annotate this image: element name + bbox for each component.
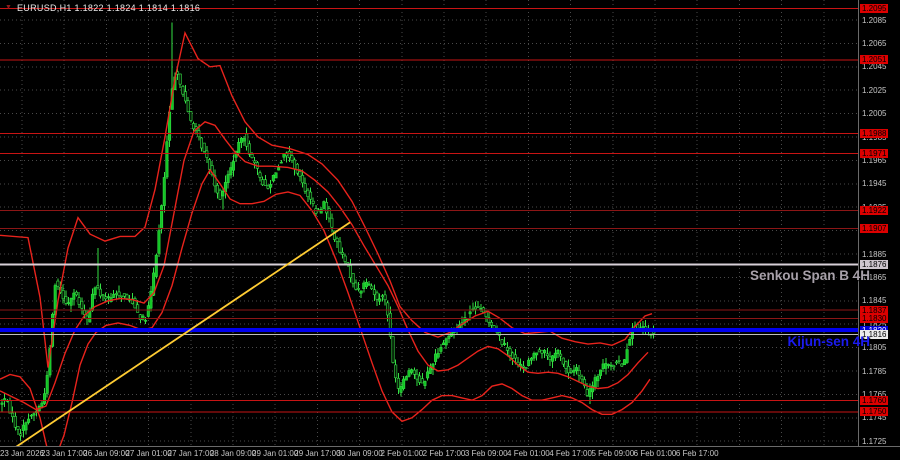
time-tick-label: 27 Jan 17:00	[167, 449, 214, 458]
chart-title-ohlc-readout: EURUSD,H1 1.1822 1.1824 1.1814 1.1816	[17, 3, 201, 13]
price-line-label-1.1837[interactable]: 1.1837	[860, 305, 889, 315]
price-tick-label: 1.1885	[862, 249, 887, 259]
price-tick-label: 1.2085	[862, 15, 887, 25]
price-tick-label: 1.2025	[862, 85, 887, 95]
time-tick-label: 6 Feb 17:00	[675, 449, 719, 458]
time-tick-label: 6 Feb 01:00	[633, 449, 677, 458]
trendline[interactable]	[13, 221, 351, 449]
time-tick-label: 29 Jan 17:00	[294, 449, 341, 458]
axis-frame	[0, 0, 900, 450]
time-tick-label: 30 Jan 09:00	[336, 449, 383, 458]
price-line-label-1.2051[interactable]: 1.2051	[860, 55, 889, 65]
time-tick-label: 5 Feb 09:00	[591, 449, 635, 458]
price-line-label-1.1907[interactable]: 1.1907	[860, 223, 889, 233]
price-line-label-1.2095[interactable]: 1.2095	[860, 3, 889, 13]
price-tick-label: 1.1945	[862, 179, 887, 189]
price-tick-label: 1.1825	[862, 319, 887, 329]
price-tick-label: 1.1765	[862, 389, 887, 399]
price-line-label-1.1876: 1.1876	[860, 260, 889, 270]
price-tick-label: 1.1845	[862, 296, 887, 306]
time-tick-label: 28 Jan 09:00	[209, 449, 257, 458]
time-tick-label: 27 Jan 01:00	[125, 449, 172, 458]
time-tick-label: 3 Feb 09:00	[464, 449, 508, 458]
time-tick-label: 4 Feb 17:00	[549, 449, 592, 458]
price-tick-label: 1.2065	[862, 38, 887, 48]
price-line-label-1.1816: 1.1816	[860, 330, 889, 340]
bollinger-lower-band	[0, 168, 651, 458]
price-tick-label: 1.1865	[862, 272, 887, 282]
kijun-sen-label: Kijun-sen 4H	[787, 334, 870, 350]
bollinger-bands	[0, 30, 653, 458]
time-tick-label: 2 Feb 17:00	[422, 449, 466, 458]
price-line-label-1.1820: 1.1820	[860, 325, 889, 335]
grid	[0, 0, 858, 446]
price-scale[interactable]: 1.20851.20651.20451.20251.20051.19851.19…	[859, 0, 900, 446]
price-tick-label: 1.1785	[862, 366, 887, 376]
time-tick-label: 4 Feb 01:00	[507, 449, 550, 458]
price-tick-label: 1.2005	[862, 109, 887, 119]
price-line-label-1.1971[interactable]: 1.1971	[860, 148, 889, 158]
bollinger-upper-band	[0, 30, 653, 368]
price-line-label-1.1988[interactable]: 1.1988	[860, 128, 889, 138]
symbol-dropdown-icon[interactable]: ▼	[5, 4, 12, 11]
time-tick-label: 2 Feb 01:00	[380, 449, 424, 458]
price-tick-label: 1.1745	[862, 413, 887, 423]
candles-layer	[0, 22, 656, 441]
price-tick-label: 1.1805	[862, 343, 887, 353]
senkou-span-b-label: Senkou Span B 4H	[749, 267, 870, 283]
time-tick-label: 23 Jan 17:00	[41, 449, 88, 458]
price-line-label-1.1830[interactable]: 1.1830	[860, 313, 889, 323]
price-tick-label: 1.1965	[862, 155, 887, 165]
price-tick-label: 1.2045	[862, 62, 887, 72]
price-line-label-1.1922[interactable]: 1.1922	[860, 206, 889, 216]
time-axis[interactable]: 23 Jan 2026 23 Jan 17:00 26 Jan 09:00 27 Ja…	[0, 447, 900, 460]
support-resistance-lines[interactable]	[0, 7, 858, 413]
price-tick-label: 1.1725	[862, 436, 887, 446]
time-tick-label: 26 Jan 09:00	[83, 449, 130, 458]
time-tick-label: 23 Jan 2026	[0, 449, 45, 458]
time-tick-label: 29 Jan 01:00	[252, 449, 299, 458]
price-line-label-1.1760[interactable]: 1.1760	[860, 395, 889, 405]
bollinger-middle-band	[0, 121, 649, 411]
price-line-label-1.1750[interactable]: 1.1750	[860, 407, 889, 417]
